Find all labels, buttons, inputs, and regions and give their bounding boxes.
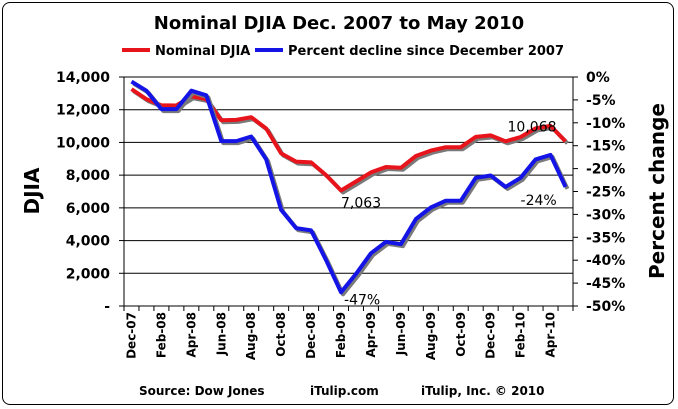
legend-label-percent-decline: Percent decline since December 2007 [288,44,564,59]
y-axis-title: DJIA [20,167,44,214]
x-tick-label: Dec-07 [124,312,138,359]
x-tick-label: Aug-09 [424,312,438,360]
x-axis-ticks: Dec-07 Feb-08 Apr-08 Jun-08 Aug-08 Oct-08 Dec-… [123,306,574,360]
right-tick-label: -40% [586,253,625,269]
footer-copyright: iTulip, Inc. © 2010 [421,384,545,398]
right-tick-label: 0% [586,70,610,86]
right-tick-label: -20% [586,162,625,178]
x-tick-label: Jun-08 [214,312,228,356]
left-tick-label: - [104,299,110,315]
annotation-label: -47% [344,292,380,308]
annotation-label: -24% [521,193,557,209]
x-tick-label: Aug-08 [244,312,258,360]
x-tick-label: Dec-09 [484,312,498,359]
footer-site: iTulip.com [310,384,379,398]
left-tick-label: 14,000 [56,70,110,86]
x-tick-label: Feb-10 [514,312,528,358]
left-tick-label: 10,000 [56,135,110,151]
series-lines [130,79,570,297]
x-tick-label: Oct-08 [274,312,288,357]
y2-axis-title: Percent change [645,103,669,279]
right-tick-label: -30% [586,207,625,223]
footer-source: Source: Dow Jones [139,384,265,398]
chart-title: Nominal DJIA Dec. 2007 to May 2010 [154,13,524,34]
x-tick-label: Feb-09 [334,312,348,358]
right-tick-label: -25% [586,185,625,201]
left-axis-ticks: - 2,000 4,000 6,000 8,000 10,000 12,000 14,000 [56,70,124,315]
gridlines [124,109,573,274]
right-tick-label: -35% [586,230,625,246]
right-tick-label: -50% [586,299,625,315]
left-tick-label: 8,000 [66,168,111,184]
legend: Nominal DJIA Percent decline since Decem… [122,44,564,59]
series-line-nominal-djia [130,87,567,193]
right-tick-label: -5% [586,93,616,109]
x-tick-label: Apr-08 [184,312,198,357]
right-axis-ticks: 0% -5% -10% -15% -20% -25% -30% -35% -40% -45% -50… [573,70,625,315]
x-tick-label: Apr-09 [364,312,378,357]
right-tick-label: -15% [586,139,625,155]
left-tick-label: 12,000 [56,103,110,119]
annotations: 10,068 7,063 -47% -24% [341,119,557,308]
right-tick-label: -45% [586,276,625,292]
left-tick-label: 4,000 [66,234,111,250]
right-tick-label: -10% [586,116,625,132]
x-tick-label: Dec-08 [304,312,318,359]
chart-frame [2,2,674,405]
left-tick-label: 6,000 [66,201,111,217]
x-tick-label: Jun-09 [394,312,408,356]
left-tick-label: 2,000 [66,266,111,282]
legend-label-nominal-djia: Nominal DJIA [155,44,250,59]
x-tick-label: Feb-08 [154,312,168,358]
x-tick-label: Oct-09 [454,312,468,357]
annotation-label: 7,063 [341,195,381,211]
x-tick-label: Apr-10 [544,312,558,357]
annotation-label: 10,068 [508,119,557,135]
series-line-percent-decline [130,79,568,295]
